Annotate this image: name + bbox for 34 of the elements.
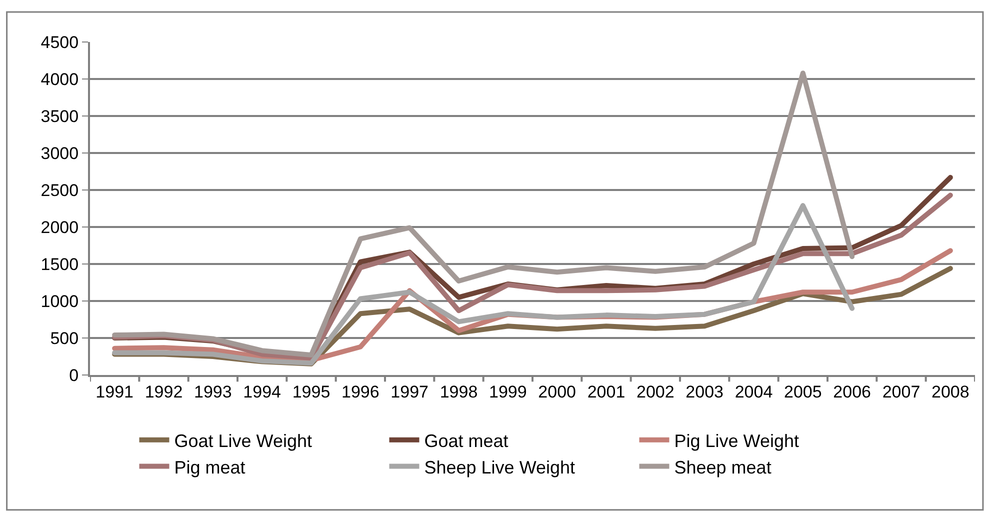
y-tick-label: 1500 [40,254,79,274]
x-tick-label: 2002 [636,382,674,402]
x-tick-label: 2003 [686,382,724,402]
y-tick-label: 1000 [40,292,79,311]
x-tick-label: 2005 [784,382,822,402]
x-tick-label: 1995 [292,382,330,402]
legend-label: Pig meat [174,457,246,478]
y-tick-label: 500 [50,328,79,348]
x-tick-label: 2006 [833,382,871,402]
x-tick-label: 2007 [882,382,920,402]
x-tick-label: 2008 [932,382,970,402]
legend-label: Goat Live Weight [174,430,312,451]
x-tick-label: 1991 [96,382,134,402]
legend-label: Pig Live Weight [674,430,799,451]
y-tick-label: 3500 [40,106,79,126]
x-tick-label: 1998 [440,382,478,402]
x-tick-label: 1992 [144,382,183,402]
y-tick-label: 2500 [40,180,79,200]
y-tick-label: 4500 [40,32,79,52]
x-tick-label: 2000 [538,382,576,402]
x-tick-label: 1999 [489,382,527,402]
y-tick-label: 4000 [40,70,79,89]
legend-label: Sheep Live Weight [424,457,576,478]
x-tick-label: 1996 [342,382,380,402]
x-tick-label: 1997 [390,382,428,402]
x-tick-label: 2001 [587,382,626,402]
x-tick-label: 1993 [194,382,232,402]
y-tick-label: 2000 [40,218,79,237]
x-tick-label: 1994 [243,382,281,402]
legend-label: Goat meat [424,430,508,451]
x-tick-label: 2004 [734,382,773,402]
y-tick-label: 3000 [40,144,79,163]
legend-label: Sheep meat [674,457,772,478]
y-tick-label: 0 [69,366,79,385]
